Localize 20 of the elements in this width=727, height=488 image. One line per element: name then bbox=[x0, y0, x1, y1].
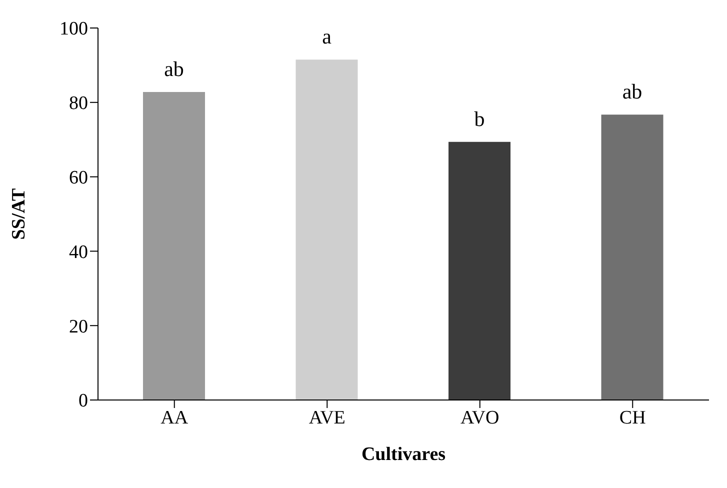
data-label: ab bbox=[164, 56, 184, 81]
data-label: ab bbox=[622, 80, 642, 104]
x-tick-label: AVE bbox=[308, 407, 346, 428]
y-tick-label: 40 bbox=[69, 242, 88, 263]
x-tick-label: AA bbox=[160, 407, 188, 428]
y-tick-label: 80 bbox=[69, 93, 88, 114]
bar bbox=[601, 114, 664, 400]
y-tick-label: 20 bbox=[69, 316, 88, 338]
y-tick-label: 0 bbox=[78, 390, 88, 412]
data-label: b bbox=[474, 106, 485, 131]
x-tick-label: CH bbox=[619, 407, 646, 428]
bar bbox=[296, 60, 358, 400]
data-label: a bbox=[322, 24, 332, 49]
y-tick-label: 60 bbox=[69, 168, 88, 189]
x-tick-label: AVO bbox=[460, 407, 500, 428]
bar bbox=[448, 142, 510, 400]
y-axis-title: SS/AT bbox=[8, 188, 30, 240]
bar bbox=[143, 92, 205, 400]
x-axis-title: Cultivares bbox=[361, 444, 446, 465]
y-tick-label: 100 bbox=[60, 18, 88, 40]
